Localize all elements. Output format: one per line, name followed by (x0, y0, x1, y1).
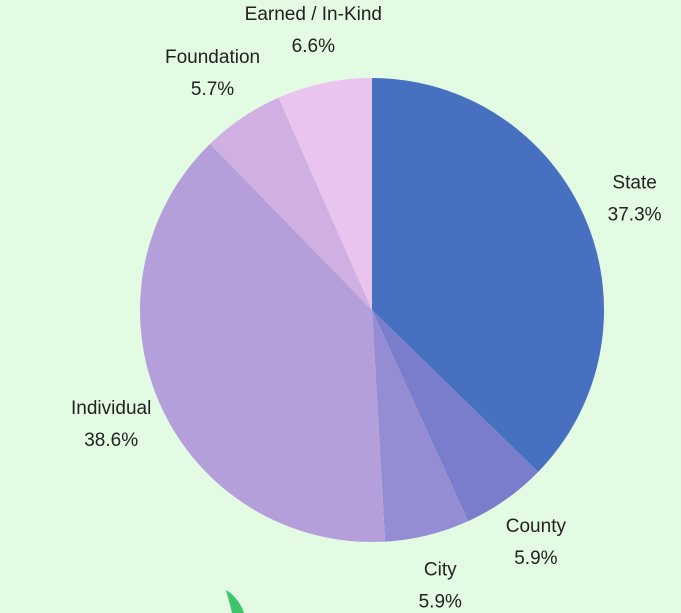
slice-value-label: 5.9% (514, 548, 557, 569)
slice-value-label: 5.7% (191, 79, 234, 100)
pie-slice (372, 78, 605, 472)
leaf-decoration (226, 590, 244, 613)
slice-label: Earned / In-Kind (245, 4, 382, 25)
slice-label: Individual (71, 398, 151, 419)
pie-slice (278, 78, 372, 310)
slice-label: City (424, 560, 457, 581)
pie-slice (372, 310, 539, 522)
slice-label: State (612, 172, 656, 193)
slice-value-label: 5.9% (419, 592, 462, 613)
pie-slice (210, 97, 372, 310)
slice-value-label: 6.6% (292, 36, 335, 57)
slice-label: County (506, 516, 567, 537)
slice-value-label: 38.6% (84, 430, 138, 451)
pie-slice (140, 143, 386, 542)
pie-slice (372, 310, 469, 542)
slice-value-label: 37.3% (608, 204, 662, 225)
slice-label: Foundation (165, 47, 260, 68)
